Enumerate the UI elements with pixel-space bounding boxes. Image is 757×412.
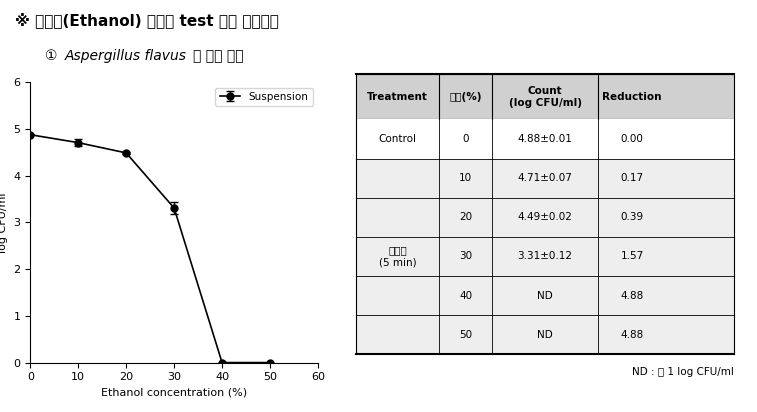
Text: 4.88±0.01: 4.88±0.01 bbox=[518, 134, 572, 144]
Text: 농도(%): 농도(%) bbox=[450, 92, 481, 102]
Text: 30: 30 bbox=[459, 251, 472, 262]
Text: Treatment: Treatment bbox=[367, 92, 428, 102]
Text: ND: ND bbox=[537, 330, 553, 340]
Text: Control: Control bbox=[378, 134, 416, 144]
Text: 50: 50 bbox=[459, 330, 472, 340]
Text: Count
(log CFU/ml): Count (log CFU/ml) bbox=[509, 86, 581, 108]
Text: ND : ＜ 1 log CFU/ml: ND : ＜ 1 log CFU/ml bbox=[632, 367, 734, 377]
Text: 1.57: 1.57 bbox=[621, 251, 643, 262]
Text: 3.31±0.12: 3.31±0.12 bbox=[518, 251, 572, 262]
Text: ※ 에탄올(Ethanol) 살균력 test 결과 참고사항: ※ 에탄올(Ethanol) 살균력 test 결과 참고사항 bbox=[15, 12, 279, 28]
Text: ND: ND bbox=[537, 290, 553, 301]
Text: 4.88: 4.88 bbox=[621, 330, 643, 340]
Text: 에탄올
(5 min): 에탄올 (5 min) bbox=[378, 246, 416, 267]
Text: 0.39: 0.39 bbox=[621, 212, 643, 222]
Text: ①: ① bbox=[45, 49, 62, 63]
Legend: Suspension: Suspension bbox=[215, 88, 313, 106]
Text: Reduction: Reduction bbox=[603, 92, 662, 102]
Text: 0.00: 0.00 bbox=[621, 134, 643, 144]
Text: 4.71±0.07: 4.71±0.07 bbox=[518, 173, 572, 183]
Text: 0.17: 0.17 bbox=[621, 173, 643, 183]
Text: 4.49±0.02: 4.49±0.02 bbox=[518, 212, 572, 222]
Text: 40: 40 bbox=[459, 290, 472, 301]
Text: Aspergillus flavus: Aspergillus flavus bbox=[64, 49, 186, 63]
Text: 0: 0 bbox=[463, 134, 469, 144]
Text: 4.88: 4.88 bbox=[621, 290, 643, 301]
Text: 에 대한 처리: 에 대한 처리 bbox=[193, 49, 244, 63]
Text: 10: 10 bbox=[459, 173, 472, 183]
Y-axis label: log CFU/ml: log CFU/ml bbox=[0, 192, 8, 253]
Text: 20: 20 bbox=[459, 212, 472, 222]
X-axis label: Ethanol concentration (%): Ethanol concentration (%) bbox=[101, 388, 248, 398]
